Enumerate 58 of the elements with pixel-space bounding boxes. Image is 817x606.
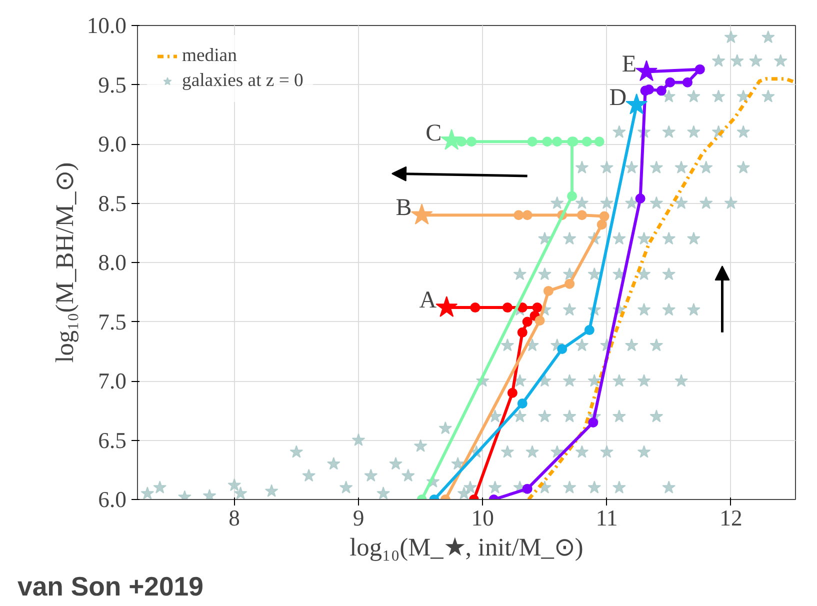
y-tick-label: 8.5 [98,190,127,216]
point [532,302,542,313]
y-tick-label: 8.0 [98,250,127,275]
point [682,77,692,88]
point [527,136,538,147]
point [552,136,562,147]
point [644,84,654,94]
legend-label: median [182,45,237,67]
y-tick-label: 6.0 [98,487,127,512]
x-tick-label: 10 [471,506,494,530]
point [543,286,554,296]
y-tick-label: 9.5 [98,72,127,98]
point [594,136,604,147]
legend-label: galaxies at z = 0 [182,70,304,92]
point [596,220,607,230]
y-tick-label: 6.5 [98,428,127,453]
point [502,302,512,313]
y-tick-label: 7.0 [98,368,127,394]
point [694,64,705,74]
point [517,327,528,338]
point [656,86,666,96]
point [507,388,518,398]
point [466,136,476,147]
point [557,344,568,354]
point [599,211,610,222]
point [584,325,594,336]
point [635,194,646,204]
x-tick-label: 9 [352,506,364,530]
point [514,210,524,220]
annotation: E [622,52,637,78]
point [665,77,676,88]
annotation: B [396,195,412,222]
text: van Son +2019 [18,572,204,602]
point [588,417,598,428]
y-tick-label: 10.0 [86,13,127,38]
point [517,302,528,313]
point [567,191,578,202]
y-tick-label: 7.5 [98,309,127,334]
point [522,210,532,220]
point [582,136,592,147]
point [576,210,587,220]
point [517,398,528,409]
point [470,302,480,313]
point [522,484,532,494]
x-tick-label: 12 [720,506,742,530]
annotation: C [426,120,442,146]
x-tick-label: 8 [228,506,240,530]
annotation: A [419,288,438,314]
x-axis-title: log₁₀(M_★, init/M_⊙) [350,534,584,562]
point [564,278,575,289]
point [542,136,552,147]
line-series [526,77,796,500]
point [534,316,545,326]
y-tick-label: 9.0 [98,132,127,156]
annotation: D [609,84,627,111]
y-axis-title: log₁₀(M_BH/M_⊙) [50,162,79,363]
x-tick-label: 11 [596,506,618,530]
point [522,316,532,327]
